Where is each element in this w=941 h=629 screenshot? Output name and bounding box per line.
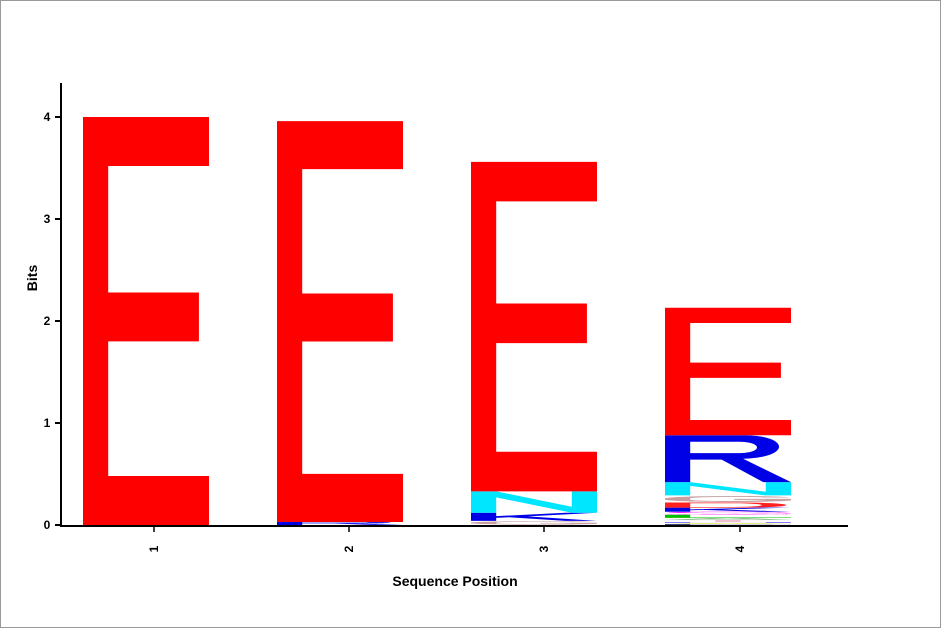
y-tick-label-0: 0 (44, 518, 51, 532)
x-tick-label-2: 2 (342, 545, 356, 552)
letter-G-pos3 (471, 521, 597, 525)
letter-K-pos3 (471, 512, 597, 521)
y-tick-label-3: 3 (44, 212, 51, 226)
stack-position-3 (471, 161, 597, 525)
y-axis-title: Bits (24, 265, 40, 292)
letter-stacks (83, 117, 791, 525)
x-tick-label-1: 1 (147, 545, 161, 552)
x-ticks: 1 2 3 4 (147, 527, 747, 552)
letter-E-pos2 (277, 121, 403, 522)
letter-D-pos4 (665, 502, 787, 508)
letter-N-pos3 (471, 491, 597, 513)
letter-R-pos2 (277, 521, 403, 525)
letter-V-pos4 (665, 522, 791, 524)
x-tick-label-4: 4 (733, 545, 747, 552)
stack-position-1 (83, 117, 209, 525)
stack-position-2 (277, 121, 403, 525)
letter-F-pos4 (665, 523, 791, 525)
letter-R-pos4 (665, 435, 791, 483)
y-tick-label-2: 2 (44, 314, 51, 328)
letter-L-pos4 (665, 514, 791, 518)
axes: 0 1 2 3 4 1 2 3 4 (44, 83, 848, 552)
stack-position-4 (665, 307, 791, 525)
letter-A-pos4 (665, 517, 791, 520)
letter-K-pos4 (665, 507, 791, 512)
letter-T-pos4 (665, 519, 791, 522)
x-axis-title: Sequence Position (392, 573, 517, 589)
letter-E-pos3 (471, 161, 597, 492)
letter-E-pos1 (83, 117, 209, 525)
y-ticks: 0 1 2 3 4 (44, 110, 61, 532)
letter-E-pos4 (665, 307, 791, 436)
x-tick-label-3: 3 (537, 545, 551, 552)
letter-N-pos4 (665, 482, 791, 496)
letter-H-pos4 (665, 521, 791, 523)
y-tick-label-4: 4 (44, 110, 51, 124)
y-tick-label-1: 1 (44, 416, 51, 430)
letter-G-pos4 (665, 496, 791, 502)
letter-S-pos4 (665, 511, 791, 515)
